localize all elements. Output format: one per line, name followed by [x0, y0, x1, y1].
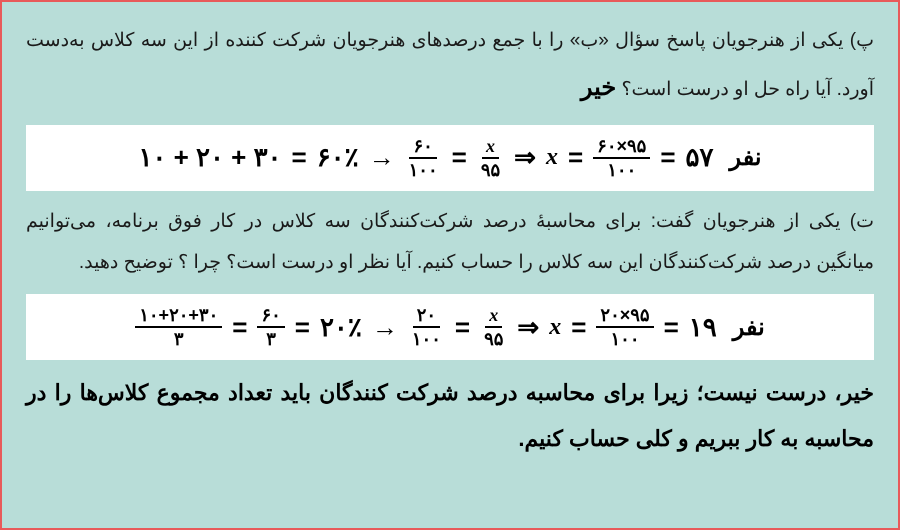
m1-eq3: =	[568, 142, 583, 173]
m1-result: ۵۷	[686, 142, 714, 173]
m1-unit: نفر	[729, 143, 761, 172]
m2-eq2: =	[455, 312, 470, 343]
m1-x: x	[546, 144, 558, 171]
m2-frac1: ۲۰ ۱۰۰	[408, 306, 445, 348]
m1-eq4: =	[660, 142, 675, 173]
m2-result: ۱۹	[689, 312, 717, 343]
m2-eq0: =	[232, 312, 247, 343]
m2-frac0: ۱۰+۲۰+۳۰ ۳	[135, 306, 222, 348]
m1-sum: ۱۰ + ۲۰ + ۳۰	[138, 142, 281, 173]
m2-frac2: x ۹۵	[480, 306, 507, 348]
m1-frac2: x ۹۵	[477, 137, 504, 179]
m1-percent: ۶۰٪	[317, 142, 359, 173]
m2-percent: ۲۰٪	[320, 312, 362, 343]
m1-frac3: ۶۰×۹۵ ۱۰۰	[593, 137, 650, 179]
m2-eq4: =	[664, 312, 679, 343]
m1-eq1: =	[292, 142, 307, 173]
math-row-2: ۱۰+۲۰+۳۰ ۳ = ۶۰ ۳ = ۲۰٪ → ۲۰ ۱۰۰ = x ۹۵ …	[26, 294, 874, 360]
m2-eq3: =	[571, 312, 586, 343]
question-p: پ) یکی از هنرجویان پاسخ سؤال «ب» را با ج…	[26, 20, 874, 115]
m1-imply: ⇒	[514, 142, 536, 173]
m1-frac1: ۶۰ ۱۰۰	[405, 137, 442, 179]
answer-p: خیر	[581, 74, 616, 101]
m2-frac0b: ۶۰ ۳	[257, 306, 284, 348]
question-p-text: پ) یکی از هنرجویان پاسخ سؤال «ب» را با ج…	[26, 30, 874, 100]
question-t: ت) یکی از هنرجویان گفت: برای محاسبهٔ درص…	[26, 201, 874, 285]
m2-arrow1: →	[372, 312, 398, 343]
m1-eq2: =	[452, 142, 467, 173]
final-answer: خیر، درست نیست؛ زیرا برای محاسبه درصد شر…	[26, 370, 874, 462]
m1-arrow1: →	[369, 142, 395, 173]
m2-frac3: ۲۰×۹۵ ۱۰۰	[596, 306, 653, 348]
m2-unit: نفر	[733, 313, 765, 342]
m2-imply: ⇒	[517, 312, 539, 343]
m2-eq1: =	[295, 312, 310, 343]
math-row-1: ۱۰ + ۲۰ + ۳۰ = ۶۰٪ → ۶۰ ۱۰۰ = x ۹۵ ⇒ x =…	[26, 125, 874, 191]
m2-x: x	[549, 314, 561, 341]
